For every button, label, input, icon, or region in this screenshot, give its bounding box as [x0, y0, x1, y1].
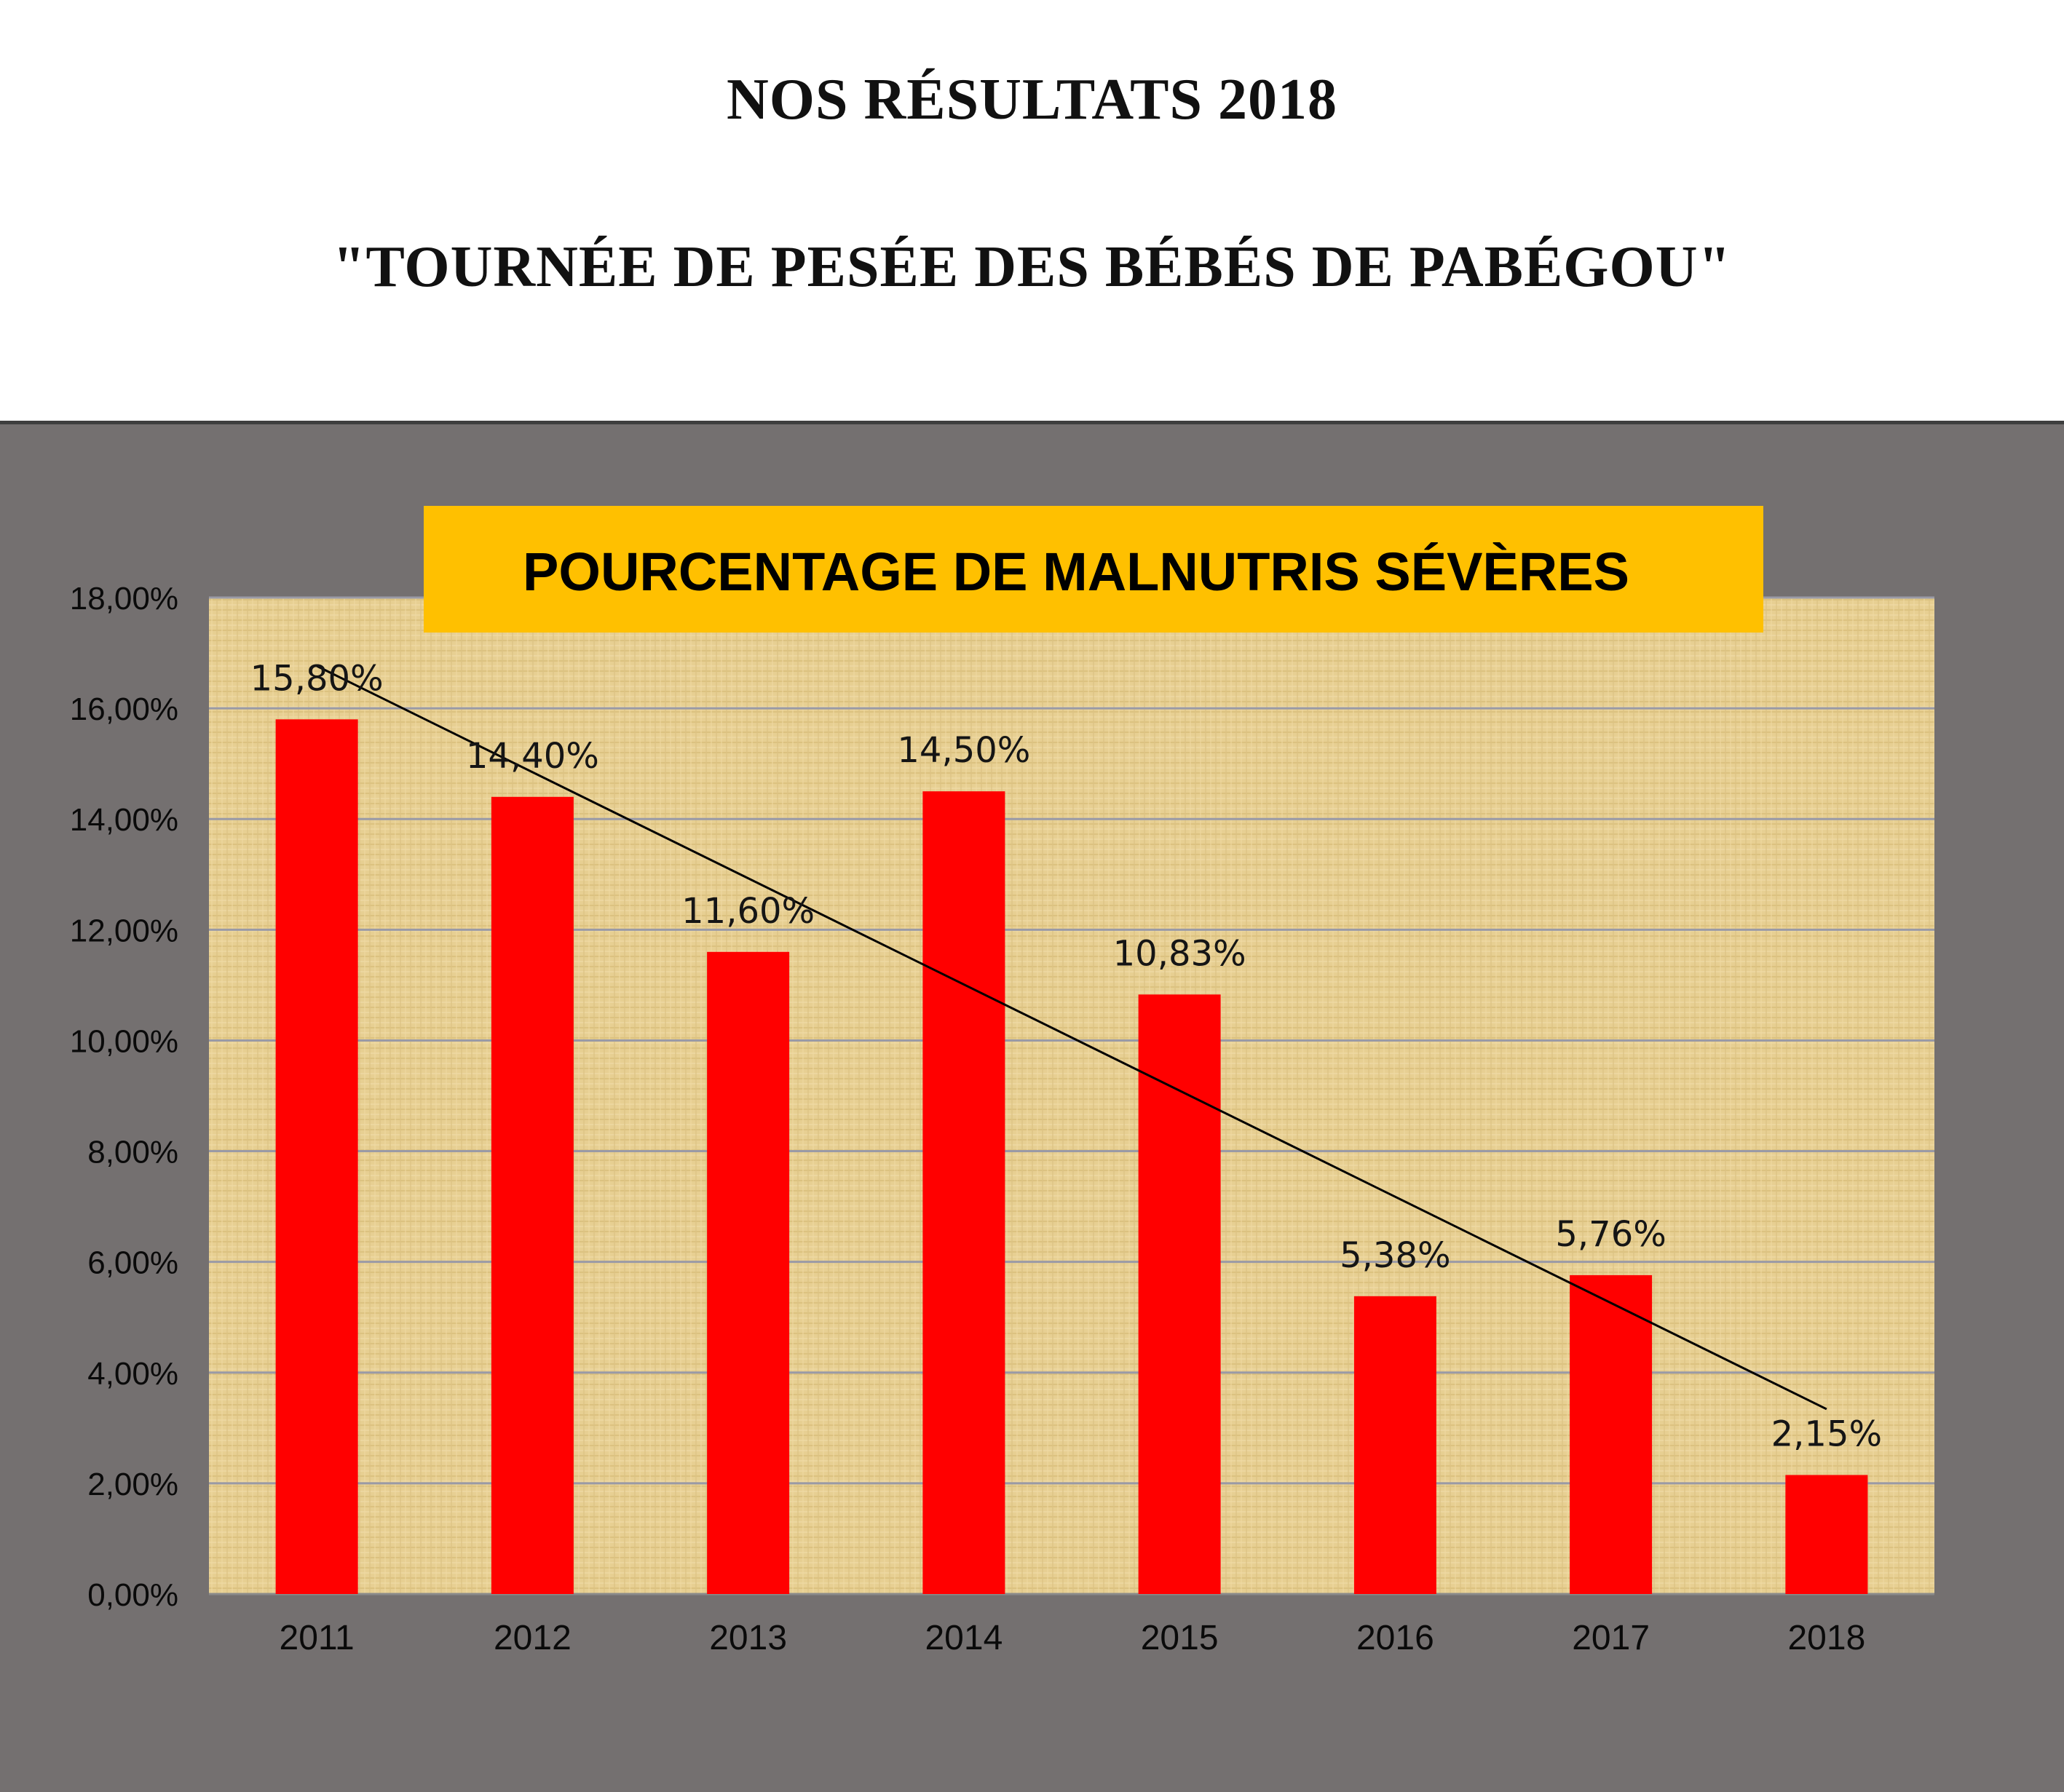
- y-axis-ticks: 0,00% 2,00% 4,00% 6,00% 8,00% 10,00% 12,00% 14,…: [70, 581, 178, 1613]
- bar: [1353, 1296, 1436, 1594]
- bar: [707, 951, 790, 1594]
- x-tick-label: 2017: [1572, 1619, 1650, 1657]
- data-label: 2,15%: [1771, 1414, 1882, 1454]
- data-label: 15,80%: [250, 658, 384, 699]
- y-tick-label: 16,00%: [70, 691, 178, 727]
- bar: [1138, 994, 1221, 1594]
- chart-title-background: [424, 506, 1763, 633]
- x-axis-ticks: 2011 2012 2013 2014 2015 2016 2017 2018: [280, 1619, 1866, 1657]
- data-label: 10,83%: [1113, 933, 1246, 974]
- bar: [1570, 1274, 1653, 1594]
- x-tick-label: 2015: [1141, 1619, 1219, 1657]
- data-label: 14,40%: [466, 736, 599, 777]
- page-subtitle: "TOURNÉE DE PESÉE DES BÉBÉS DE PABÉGOU": [333, 235, 1731, 299]
- bar: [1785, 1475, 1868, 1594]
- data-label: 5,76%: [1555, 1214, 1666, 1255]
- page-title: NOS RÉSULTATS 2018: [726, 68, 1337, 132]
- chart-title: POURCENTAGE DE MALNUTRIS SÉVÈRES: [523, 542, 1629, 602]
- data-labels: 15,80% 14,40% 11,60% 14,50% 10,83% 5,38% 5,76%…: [250, 658, 1883, 1454]
- chart-title-box: POURCENTAGE DE MALNUTRIS SÉVÈRES: [424, 506, 1763, 633]
- x-tick-label: 2014: [925, 1619, 1003, 1657]
- bar-chart: 0,00% 2,00% 4,00% 6,00% 8,00% 10,00% 12,00% 14,…: [70, 506, 1934, 1657]
- trendline-line: [316, 665, 1827, 1411]
- y-tick-label: 10,00%: [70, 1023, 178, 1059]
- y-tick-label: 18,00%: [70, 581, 178, 617]
- y-tick-label: 12,00%: [70, 913, 178, 948]
- x-tick-label: 2018: [1787, 1619, 1865, 1657]
- chart-panel: 0,00% 2,00% 4,00% 6,00% 8,00% 10,00% 12,00% 14,…: [0, 421, 2064, 1792]
- y-tick-label: 4,00%: [87, 1356, 178, 1392]
- trendline: [316, 665, 1827, 1411]
- y-tick-label: 0,00%: [87, 1577, 178, 1613]
- y-tick-label: 6,00%: [87, 1245, 178, 1281]
- bar: [491, 796, 574, 1594]
- bars: [275, 719, 1868, 1594]
- x-tick-label: 2012: [494, 1619, 572, 1657]
- y-tick-label: 8,00%: [87, 1135, 178, 1170]
- x-tick-label: 2011: [280, 1619, 355, 1657]
- bar: [275, 719, 358, 1594]
- bar: [922, 791, 1005, 1594]
- data-label: 14,50%: [897, 730, 1030, 771]
- x-tick-label: 2013: [709, 1619, 787, 1657]
- data-label: 11,60%: [681, 891, 815, 932]
- y-tick-label: 2,00%: [87, 1467, 178, 1502]
- x-tick-label: 2016: [1356, 1619, 1434, 1657]
- data-label: 5,38%: [1340, 1235, 1450, 1276]
- y-tick-label: 14,00%: [70, 802, 178, 838]
